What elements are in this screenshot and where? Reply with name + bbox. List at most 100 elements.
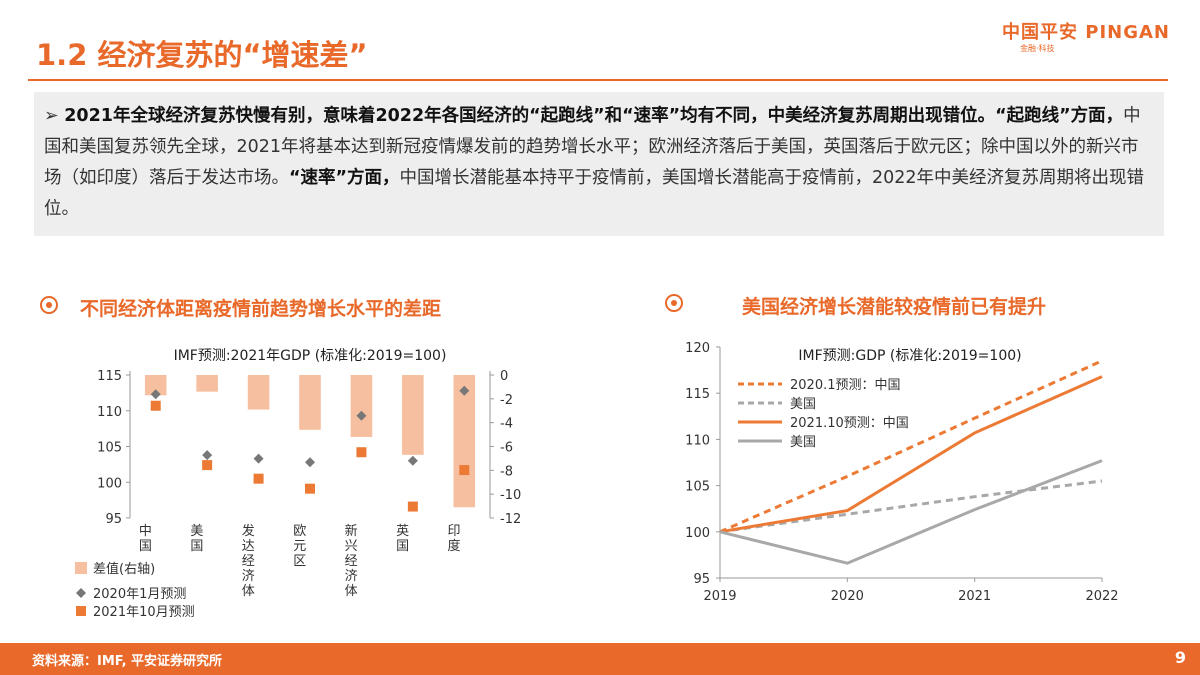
footer-source: 资料来源：IMF, 平安证券研究所 [32, 654, 223, 669]
right-tick-label: 0 [500, 369, 508, 384]
summary-text-2: 中国增长潜能基本持平于疫情前，美国增长潜能高于疫情前，2022年中美经济复苏周期… [44, 168, 1145, 219]
y-tick-label: 110 [685, 433, 710, 448]
y-tick-label: 120 [685, 341, 710, 356]
series-line-dashed-orange [719, 359, 1103, 534]
gap-bar [144, 375, 167, 396]
jan2020-point [150, 389, 161, 400]
x-category-label: 印 [447, 524, 460, 539]
left-section-title: 不同经济体距离疫情前趋势增长水平的差距 [80, 298, 442, 320]
x-category-label: 新 [345, 523, 358, 539]
legend-label: 美国 [790, 435, 816, 450]
chart-title: IMF预测:2021年GDP (标准化:2019=100) [174, 348, 447, 364]
right-tick-label: -10 [500, 488, 521, 503]
gap-bar [196, 375, 218, 392]
legend-label: 美国 [790, 397, 816, 412]
x-tick-label: 2020 [831, 589, 864, 604]
left-tick-label: 100 [97, 476, 122, 491]
x-category-label: 经 [242, 554, 255, 569]
series-line-solid-gray [719, 459, 1103, 565]
summary-box: ➢ 2021年全球经济复苏快慢有别，意味着2022年各国经济的“起跑线”和“速率… [34, 92, 1164, 236]
right-tick-label: -12 [500, 512, 521, 527]
x-tick-label: 2021 [958, 589, 991, 604]
y-tick-label: 95 [693, 572, 710, 587]
slide-title: 1.2 经济复苏的“增速差” [36, 38, 368, 72]
summary-marker: ➢ [44, 106, 59, 126]
summary-bold-1: 2021年全球经济复苏快慢有别，意味着2022年各国经济的“起跑线”和“速率”均… [64, 106, 1124, 126]
legend-diamond-label: 2020年1月预测 [93, 587, 186, 602]
x-category-label: 国 [190, 539, 203, 554]
logo-text: 中国平安 PINGAN [1002, 22, 1170, 43]
x-category-label: 中 [139, 524, 152, 539]
x-category-label: 美 [190, 524, 203, 539]
logo-sub: 金融·科技 [1020, 44, 1055, 53]
gdp-line-chart: IMF预测:GDP (标准化:2019=100) 120 115 110 105 100 9… [685, 341, 1118, 604]
summary-bold-2: “速率”方面， [289, 168, 400, 188]
oct2021-point [407, 501, 418, 512]
jan2020-point [253, 453, 264, 464]
oct2021-point [459, 465, 470, 476]
x-category-label: 元 [293, 539, 306, 554]
legend-diamond-icon [76, 588, 86, 598]
x-category-label: 英 [396, 524, 409, 539]
x-category-label: 达 [242, 539, 255, 554]
gap-bar [350, 375, 373, 437]
legend-bar-swatch [75, 562, 87, 574]
jan2020-point [407, 455, 418, 466]
x-category-label: 体 [242, 584, 255, 599]
summary-paragraph: ➢ 2021年全球经济复苏快慢有别，意味着2022年各国经济的“起跑线”和“速率… [44, 101, 1152, 225]
jan2020-point [305, 457, 315, 468]
x-category-label: 兴 [345, 539, 358, 554]
oct2021-point [150, 400, 161, 411]
oct2021-point [202, 460, 213, 471]
gap-bar [453, 375, 476, 508]
legend-square-icon [76, 606, 86, 616]
title-rule [28, 79, 1168, 81]
x-category-label: 国 [396, 539, 409, 554]
x-tick-label: 2019 [703, 589, 736, 604]
series-line-solid-orange [719, 375, 1103, 534]
summary-text-1: 中国和美国复苏领先全球，2021年将基本达到新冠疫情爆发前的趋势增长水平；欧洲经… [44, 106, 1141, 188]
x-category-label: 体 [345, 584, 358, 599]
right-section-title: 美国经济增长潜能较疫情前已有提升 [742, 296, 1047, 318]
gap-bar [402, 375, 424, 455]
right-tick-label: -4 [500, 417, 513, 432]
legend-label: 2021.10预测：中国 [790, 416, 909, 431]
jan2020-point [459, 385, 470, 396]
x-category-label: 济 [345, 569, 358, 584]
x-category-label: 经 [345, 554, 358, 569]
right-tick-label: -6 [500, 441, 513, 456]
gap-chart: IMF预测:2021年GDP (标准化:2019=100) 115 110 105 10… [75, 348, 521, 620]
x-category-label: 发 [242, 523, 255, 539]
oct2021-point [253, 473, 264, 484]
oct2021-point [305, 483, 315, 494]
left-tick-label: 115 [97, 369, 122, 384]
left-tick-label: 110 [97, 405, 122, 420]
x-category-label: 区 [293, 554, 306, 569]
gap-bar [247, 375, 270, 410]
oct2021-point [356, 447, 367, 458]
y-tick-label: 100 [685, 526, 710, 541]
x-tick-label: 2022 [1085, 589, 1118, 604]
x-category-label: 济 [242, 569, 255, 584]
right-tick-label: -2 [500, 393, 513, 408]
right-tick-label: -8 [500, 464, 513, 479]
x-category-label: 国 [139, 539, 152, 554]
gap-bar [299, 375, 321, 430]
legend-square-label: 2021年10月预测 [93, 605, 195, 620]
page-number: 9 [1174, 648, 1186, 667]
x-category-label: 欧 [293, 524, 306, 539]
left-tick-label: 95 [105, 512, 122, 527]
legend-bar-label: 差值(右轴) [93, 561, 155, 577]
y-tick-label: 105 [685, 480, 710, 495]
x-category-label: 度 [447, 538, 460, 554]
chart-title: IMF预测:GDP (标准化:2019=100) [798, 348, 1021, 364]
footer-bar: 资料来源：IMF, 平安证券研究所 9 [0, 643, 1200, 675]
pingan-logo: 中国平安 PINGAN 金融·科技 [1002, 18, 1187, 54]
jan2020-point [356, 410, 367, 421]
y-tick-label: 115 [685, 387, 710, 402]
left-section-bullet-icon [40, 296, 58, 314]
legend-label: 2020.1预测：中国 [790, 378, 901, 393]
series-line-dashed-gray [719, 479, 1103, 534]
jan2020-point [202, 450, 213, 461]
left-tick-label: 105 [97, 441, 122, 456]
